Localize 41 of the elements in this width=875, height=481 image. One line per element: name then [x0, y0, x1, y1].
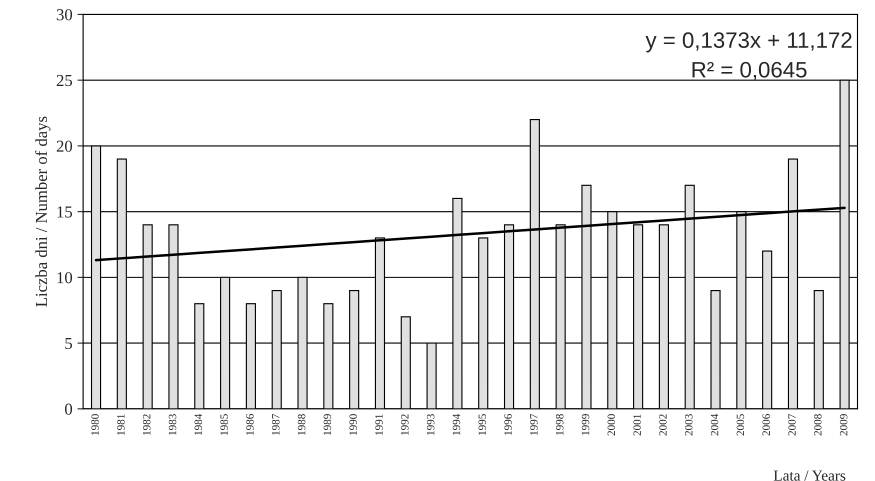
y-axis-title: Liczba dni / Number of days [35, 116, 50, 307]
x-tick-label: 1996 [504, 414, 512, 435]
x-tick-label: 1980 [91, 414, 99, 435]
x-tick-label: 1995 [478, 414, 486, 435]
x-tick-label: 1983 [168, 414, 176, 435]
x-tick-label: 1981 [117, 414, 125, 435]
annotation: y = 0,1373x + 11,172 [646, 32, 852, 52]
y-tick-label: 0 [65, 404, 72, 415]
y-tick-label: 15 [58, 206, 72, 218]
y-tick-label: 10 [58, 272, 72, 284]
x-tick-label: 1998 [556, 414, 564, 435]
x-tick-label: 2002 [659, 414, 667, 436]
x-tick-label: 1986 [246, 414, 254, 435]
y-tick-label: 30 [56, 9, 72, 20]
x-tick-label: 2004 [710, 414, 718, 436]
x-tick-label: 1990 [349, 414, 357, 435]
x-tick-label: 1999 [582, 414, 590, 435]
annotation: R² = 0,0645 [692, 62, 807, 80]
y-tick-label: 5 [65, 338, 72, 350]
x-tick-label: 1992 [401, 414, 409, 435]
y-tick-label: 20 [56, 140, 72, 152]
x-tick-label: 1982 [142, 414, 150, 435]
x-tick-label: 1985 [220, 414, 228, 435]
x-tick-label: 2009 [840, 414, 848, 436]
x-tick-label: 1993 [426, 414, 434, 435]
x-tick-label: 1984 [194, 414, 202, 435]
x-tick-label: 2000 [608, 414, 616, 436]
y-tick-label: 25 [56, 74, 72, 86]
x-tick-label: 1991 [375, 414, 383, 435]
x-tick-label: 2006 [762, 414, 770, 436]
x-tick-label: 1988 [298, 414, 306, 435]
x-axis-title: Lata / Years [774, 470, 846, 481]
x-tick-label: 1994 [452, 414, 460, 435]
x-tick-label: 2001 [633, 414, 641, 436]
x-tick-label: 1997 [530, 414, 538, 435]
x-tick-label: 2008 [814, 414, 822, 436]
x-tick-label: 1987 [272, 414, 280, 435]
x-tick-label: 2007 [788, 414, 796, 436]
x-tick-label: 2003 [685, 414, 692, 436]
x-tick-label: 1989 [324, 414, 332, 435]
x-tick-label: 2005 [736, 414, 744, 436]
